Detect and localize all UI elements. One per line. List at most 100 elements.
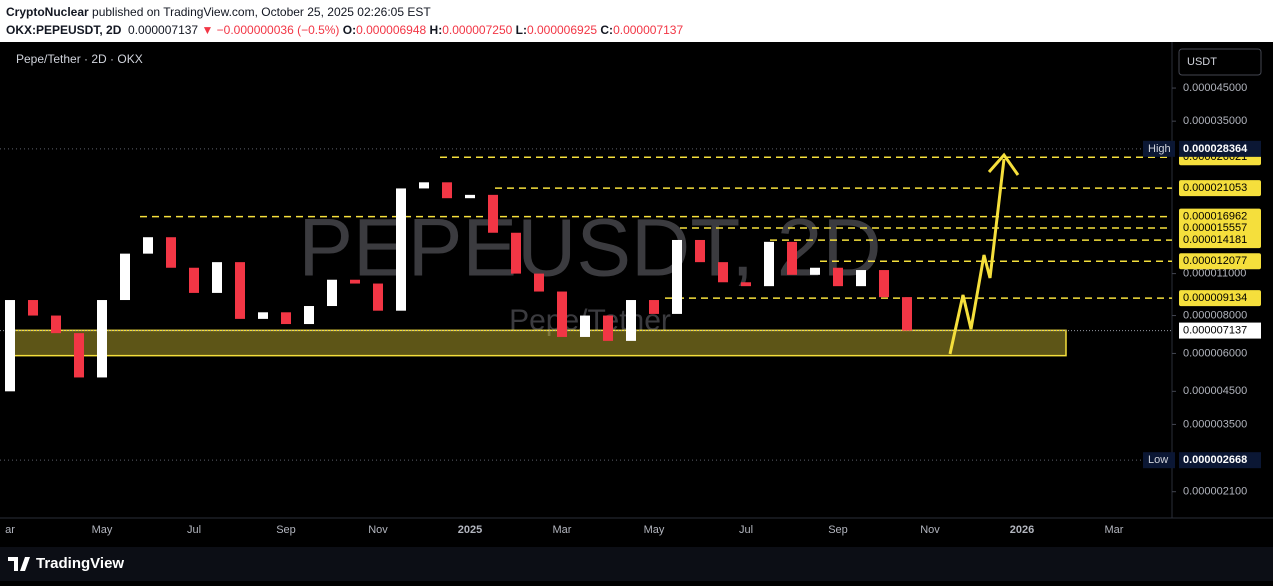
candle-body <box>51 315 61 334</box>
current-price-box <box>1179 322 1261 339</box>
x-tick-label: Jul <box>187 524 201 536</box>
candle-body <box>557 291 567 337</box>
candle-body <box>718 262 728 283</box>
low-name: Low <box>1148 454 1168 466</box>
candle-body <box>626 300 636 341</box>
candle-body <box>212 262 222 293</box>
last-price: 0.000007137 <box>128 23 199 37</box>
footer: TradingView <box>0 547 1273 581</box>
candle-body <box>488 194 498 233</box>
candle-body <box>764 241 774 287</box>
level-label: 0.000009134 <box>1183 292 1247 304</box>
candle-body <box>97 300 107 378</box>
level-label-box <box>1179 290 1261 307</box>
x-tick-label: ar <box>5 524 15 536</box>
candle-body <box>672 239 682 314</box>
candle-body <box>856 270 866 287</box>
watermark: PEPEUSDT, 2D <box>298 203 881 294</box>
ohlc-label: O: <box>342 23 357 37</box>
candle-body <box>603 315 613 341</box>
candle-body <box>534 273 544 292</box>
ohlc: O:0.000006948 H:0.000007250 L:0.00000692… <box>343 23 683 37</box>
ohlc-line: OKX:PEPEUSDT, 2D 0.000007137 ▼ −0.000000… <box>6 23 683 37</box>
candle-body <box>741 282 751 287</box>
author: CryptoNuclear <box>6 5 89 19</box>
candle-body <box>74 333 84 378</box>
current-price-label: 0.000007137 <box>1183 324 1247 336</box>
change: ▼ −0.000000036 (−0.5%) <box>201 23 340 37</box>
chart-title: Pepe/Tether · 2D · OKX <box>16 52 143 66</box>
x-tick-label: Sep <box>828 524 848 536</box>
plot: 0.000045000 0.000035000 0.000011000 0.00000… <box>0 82 1261 498</box>
ohlc-label: H: <box>429 23 443 37</box>
low-value-box <box>1179 452 1261 469</box>
candle-body <box>580 315 590 337</box>
level-label: 0.000012077 <box>1183 255 1247 267</box>
projection-arrow <box>948 158 1006 355</box>
symbol: OKX:PEPEUSDT, 2D <box>6 23 122 37</box>
ohlc-label: C: <box>600 23 614 37</box>
watermark-subtitle: Pepe/Tether <box>509 304 671 337</box>
ohlc-value: 0.000006948 <box>356 23 427 37</box>
x-tick-label: Mar <box>1105 524 1124 536</box>
published: published on TradingView.com, October 25… <box>88 5 431 19</box>
y-tick-label: 0.000045000 <box>1183 82 1247 94</box>
currency-button[interactable] <box>1178 48 1262 76</box>
high-name: High <box>1148 143 1171 155</box>
low-value: 0.000002668 <box>1183 454 1247 466</box>
candle-body <box>235 262 245 319</box>
y-tick-label: 0.000002100 <box>1183 486 1247 498</box>
y-tick-label: 0.000006000 <box>1183 347 1247 359</box>
candle-body <box>28 300 38 316</box>
x-tick-label: Sep <box>276 524 296 536</box>
y-tick-label: 0.000004500 <box>1183 385 1247 397</box>
candle-body <box>166 237 176 268</box>
candle-body <box>879 270 889 298</box>
level-label: 0.000021053 <box>1183 182 1247 194</box>
level-label-box <box>1179 253 1261 270</box>
publish-line: CryptoNuclear published on TradingView.c… <box>6 5 431 19</box>
candle-body <box>442 182 452 199</box>
level-label: 0.000015557 <box>1183 222 1247 234</box>
candle-body <box>465 194 475 199</box>
candle-body <box>350 279 360 284</box>
ohlc-value: 0.000007137 <box>613 23 684 37</box>
x-tick-label: 2026 <box>1010 524 1034 536</box>
ohlc-value: 0.000006925 <box>526 23 598 37</box>
header: CryptoNuclear published on TradingView.c… <box>0 0 1273 42</box>
low-name-box <box>1143 452 1175 469</box>
level-label-box <box>1179 180 1261 197</box>
brand: TradingView <box>36 555 124 572</box>
x-tick-label: Mar <box>553 524 572 536</box>
candle-body <box>281 312 291 325</box>
candle-body <box>649 300 659 314</box>
level-label: 0.000016962 <box>1183 210 1247 222</box>
x-tick-label: 2025 <box>458 524 482 536</box>
candle-body <box>810 267 820 275</box>
level-label: 0.000014181 <box>1183 234 1247 246</box>
x-tick-label: Nov <box>920 524 940 536</box>
candle-body <box>327 279 337 307</box>
high-value-box <box>1179 140 1261 157</box>
ohlc-label: L: <box>515 23 527 37</box>
y-tick-label: 0.000008000 <box>1183 309 1247 321</box>
y-tick-label: 0.000011000 <box>1183 268 1246 280</box>
logo: TradingView <box>8 555 124 572</box>
candle-body <box>511 232 521 274</box>
candle-body <box>373 283 383 311</box>
background <box>0 42 1273 547</box>
candle-body <box>143 237 153 254</box>
currency: USDT <box>1187 56 1217 68</box>
arrow-head <box>987 152 1020 176</box>
x-tick-label: Jul <box>739 524 753 536</box>
candle-body <box>120 253 130 301</box>
candle-body <box>304 306 314 325</box>
logo-icon <box>8 557 30 571</box>
chart: PEPEUSDT, 2D Pepe/Tether Pepe/Tether · 2… <box>0 42 1273 547</box>
candle-body <box>396 188 406 311</box>
level-label-box <box>1179 219 1261 236</box>
ohlc-value: 0.000007250 <box>442 23 513 37</box>
candle-body <box>5 300 15 392</box>
candle-body <box>833 267 843 287</box>
